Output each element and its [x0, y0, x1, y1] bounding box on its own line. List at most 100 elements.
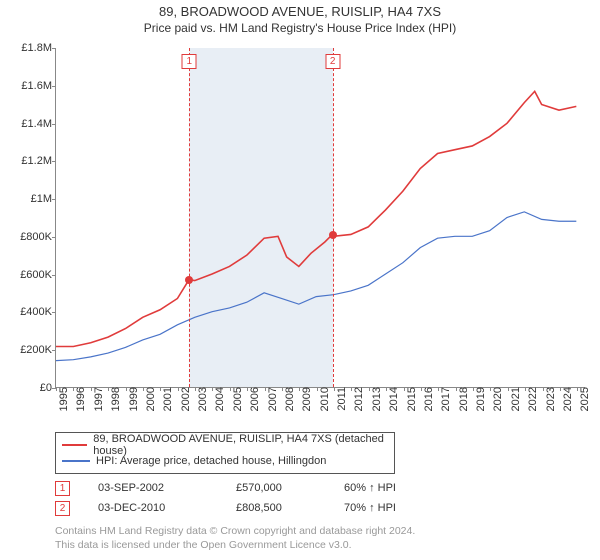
xtick-label: 2017	[434, 387, 452, 411]
event-row-2: 2 03-DEC-2010 £808,500 70% ↑ HPI	[55, 498, 434, 518]
event-vline	[333, 48, 334, 387]
xtick-label: 2025	[573, 387, 591, 411]
xtick-label: 2010	[313, 387, 331, 411]
footnote: Contains HM Land Registry data © Crown c…	[55, 524, 415, 552]
xtick-label: 2024	[556, 387, 574, 411]
ytick-mark	[52, 199, 56, 200]
xtick-label: 2023	[539, 387, 557, 411]
xtick-mark	[334, 387, 335, 391]
ytick-label: £1.2M	[21, 155, 56, 167]
xtick-label: 2016	[417, 387, 435, 411]
xtick-label: 2012	[347, 387, 365, 411]
xtick-mark	[369, 387, 370, 391]
ytick-label: £1.6M	[21, 80, 56, 92]
ytick-label: £1.8M	[21, 42, 56, 54]
series-price_paid	[56, 91, 576, 346]
xtick-label: 2008	[278, 387, 296, 411]
ytick-mark	[52, 312, 56, 313]
footnote-line2: This data is licensed under the Open Gov…	[55, 538, 415, 552]
xtick-mark	[108, 387, 109, 391]
xtick-label: 1998	[104, 387, 122, 411]
chart-container: 89, BROADWOOD AVENUE, RUISLIP, HA4 7XS P…	[0, 0, 600, 560]
xtick-mark	[160, 387, 161, 391]
xtick-mark	[351, 387, 352, 391]
title-sub: Price paid vs. HM Land Registry's House …	[0, 21, 600, 35]
legend-label-hpi: HPI: Average price, detached house, Hill…	[96, 455, 326, 467]
ytick-mark	[52, 48, 56, 49]
xtick-mark	[438, 387, 439, 391]
chart-area: £0£200K£400K£600K£800K£1M£1.2M£1.4M£1.6M…	[55, 48, 585, 388]
xtick-label: 2001	[156, 387, 174, 411]
xtick-mark	[230, 387, 231, 391]
title-block: 89, BROADWOOD AVENUE, RUISLIP, HA4 7XS P…	[0, 0, 600, 35]
events-table: 1 03-SEP-2002 £570,000 60% ↑ HPI 2 03-DE…	[55, 478, 434, 518]
xtick-mark	[195, 387, 196, 391]
ytick-label: £400K	[20, 306, 56, 318]
xtick-mark	[456, 387, 457, 391]
ytick-mark	[52, 275, 56, 276]
xtick-mark	[508, 387, 509, 391]
event-row-1: 1 03-SEP-2002 £570,000 60% ↑ HPI	[55, 478, 434, 498]
xtick-label: 2021	[504, 387, 522, 411]
legend-swatch-price-paid	[62, 444, 87, 446]
ytick-mark	[52, 161, 56, 162]
ytick-mark	[52, 124, 56, 125]
legend: 89, BROADWOOD AVENUE, RUISLIP, HA4 7XS (…	[55, 432, 395, 474]
xtick-mark	[473, 387, 474, 391]
event-marker-box: 1	[182, 54, 197, 69]
event-vline	[189, 48, 190, 387]
xtick-mark	[404, 387, 405, 391]
legend-item-price-paid: 89, BROADWOOD AVENUE, RUISLIP, HA4 7XS (…	[62, 437, 388, 453]
xtick-mark	[126, 387, 127, 391]
event-marker-1: 1	[55, 481, 70, 496]
event-price-1: £570,000	[236, 482, 316, 494]
xtick-mark	[56, 387, 57, 391]
xtick-mark	[525, 387, 526, 391]
ytick-label: £1.4M	[21, 118, 56, 130]
xtick-mark	[91, 387, 92, 391]
event-dot	[329, 231, 337, 239]
xtick-label: 2005	[226, 387, 244, 411]
xtick-mark	[386, 387, 387, 391]
xtick-mark	[317, 387, 318, 391]
xtick-label: 2018	[452, 387, 470, 411]
event-date-2: 03-DEC-2010	[98, 502, 208, 514]
xtick-mark	[299, 387, 300, 391]
xtick-mark	[247, 387, 248, 391]
ytick-label: £800K	[20, 231, 56, 243]
footnote-line1: Contains HM Land Registry data © Crown c…	[55, 524, 415, 538]
xtick-label: 2022	[521, 387, 539, 411]
event-hpi-2: 70% ↑ HPI	[344, 502, 434, 514]
xtick-label: 1996	[69, 387, 87, 411]
xtick-label: 2007	[261, 387, 279, 411]
xtick-mark	[143, 387, 144, 391]
xtick-label: 2015	[400, 387, 418, 411]
event-price-2: £808,500	[236, 502, 316, 514]
xtick-label: 2000	[139, 387, 157, 411]
xtick-label: 2013	[365, 387, 383, 411]
ytick-label: £600K	[20, 269, 56, 281]
xtick-mark	[282, 387, 283, 391]
chart-svg	[56, 48, 585, 387]
xtick-mark	[577, 387, 578, 391]
xtick-label: 2006	[243, 387, 261, 411]
xtick-mark	[421, 387, 422, 391]
series-hpi	[56, 212, 576, 361]
xtick-label: 2002	[174, 387, 192, 411]
event-marker-2: 2	[55, 501, 70, 516]
ytick-mark	[52, 86, 56, 87]
xtick-mark	[212, 387, 213, 391]
xtick-mark	[490, 387, 491, 391]
xtick-label: 2004	[208, 387, 226, 411]
xtick-label: 2003	[191, 387, 209, 411]
xtick-label: 1995	[52, 387, 70, 411]
event-dot	[185, 276, 193, 284]
legend-label-price-paid: 89, BROADWOOD AVENUE, RUISLIP, HA4 7XS (…	[93, 433, 388, 457]
xtick-label: 2011	[330, 387, 348, 411]
xtick-label: 1999	[122, 387, 140, 411]
ytick-mark	[52, 237, 56, 238]
xtick-mark	[543, 387, 544, 391]
xtick-label: 2019	[469, 387, 487, 411]
title-main: 89, BROADWOOD AVENUE, RUISLIP, HA4 7XS	[0, 4, 600, 19]
xtick-label: 2014	[382, 387, 400, 411]
